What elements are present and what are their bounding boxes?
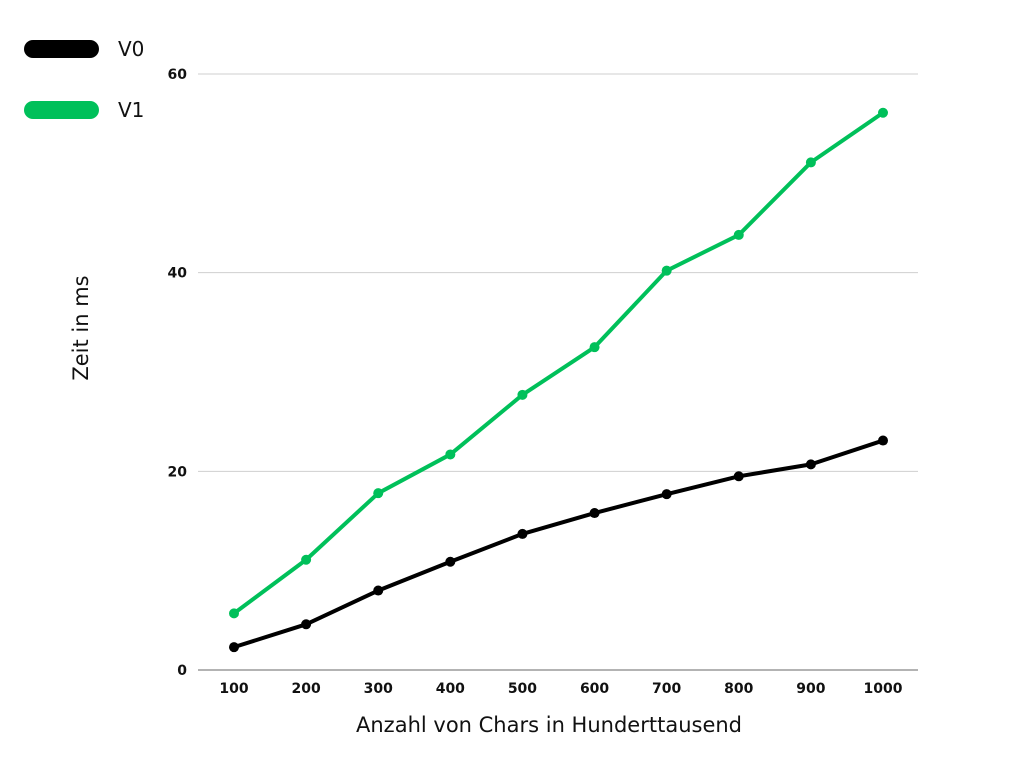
legend-label-v0: V0 [118,37,144,61]
x-axis-title: Anzahl von Chars in Hunderttausend [356,713,742,737]
y-tick-label: 0 [177,663,187,679]
y-axis-title: Zeit in ms [69,275,93,380]
data-point-v1 [661,265,672,276]
y-tick-label: 60 [168,67,188,83]
data-point-v1 [589,342,600,353]
x-tick-label: 600 [580,681,609,697]
data-point-v1 [517,389,528,400]
data-point-v1 [445,449,456,460]
data-point-v0 [373,585,384,596]
legend-label-v1: V1 [118,98,144,122]
data-point-v0 [445,556,456,567]
data-point-v0 [661,489,672,500]
x-tick-label: 700 [652,681,681,697]
x-tick-label: 400 [436,681,465,697]
x-tick-label: 500 [508,681,537,697]
series-line-v1 [232,110,885,616]
x-tick-label: 100 [219,681,248,697]
legend-swatch-v0 [24,40,99,58]
data-point-v0 [229,642,239,653]
data-point-v0 [733,471,744,482]
x-tick-label: 1000 [864,681,903,697]
data-point-v1 [878,107,888,118]
x-tick-label: 300 [364,681,393,697]
x-tick-label: 200 [291,681,320,697]
data-point-v1 [301,554,312,565]
data-point-v0 [301,619,312,630]
data-point-v0 [805,459,816,470]
data-point-v0 [589,508,600,519]
data-point-v1 [805,157,816,168]
data-point-v1 [373,488,384,499]
x-tick-label: 900 [796,681,825,697]
y-tick-label: 40 [168,266,188,282]
legend-swatch-v1 [24,101,99,119]
data-point-v1 [733,229,744,240]
data-point-v0 [517,528,528,539]
data-point-v1 [229,608,239,619]
series-line-v0 [232,438,885,650]
data-point-v0 [878,435,888,446]
x-tick-label: 800 [724,681,753,697]
y-tick-label: 20 [168,464,188,480]
